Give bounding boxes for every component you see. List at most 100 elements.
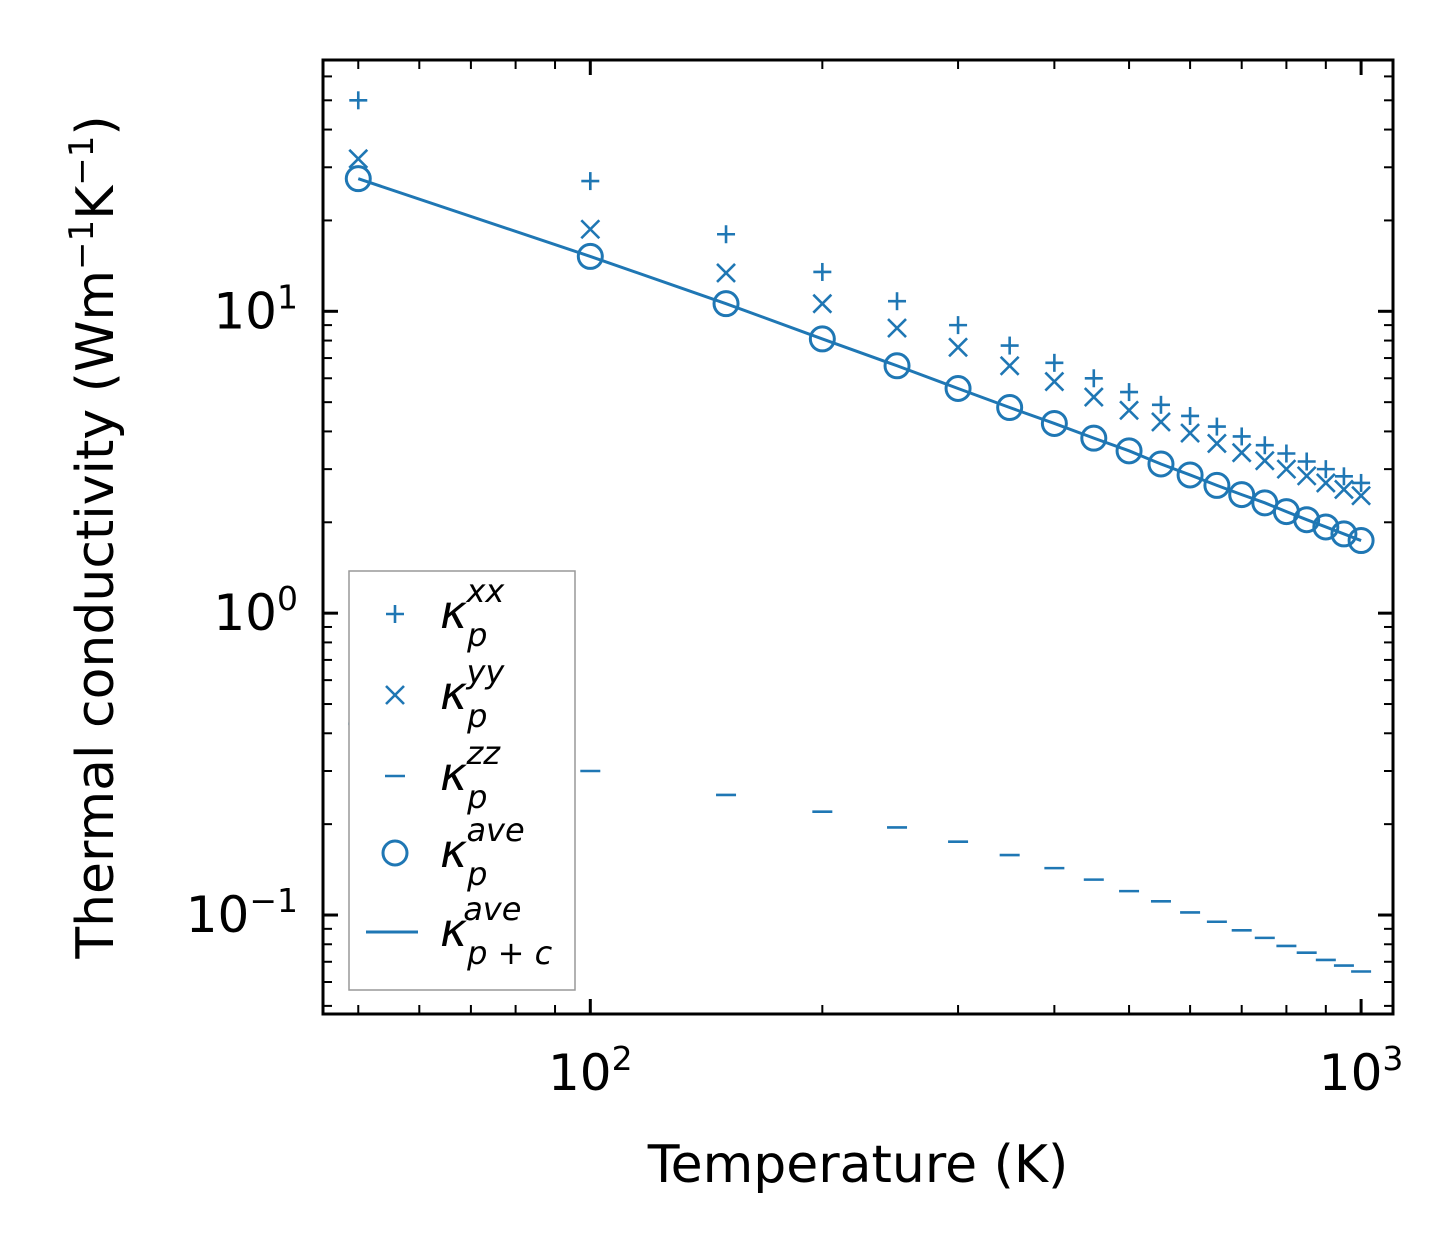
data-point — [1147, 450, 1175, 478]
legend-label-sub: p + c — [466, 934, 552, 972]
data-point — [580, 219, 601, 240]
data-point — [1228, 481, 1256, 509]
y-tick-label-base: 10 — [186, 886, 250, 944]
data-point — [1232, 427, 1251, 446]
data-point — [1334, 479, 1354, 500]
data-point — [1206, 433, 1227, 454]
x-stroke-b — [1180, 423, 1201, 443]
data-point — [948, 337, 968, 358]
data-point — [1347, 527, 1375, 555]
series-kappa_p_yy — [348, 148, 1372, 506]
legend-label-sup: zz — [465, 734, 501, 772]
x-stroke-b — [1315, 473, 1336, 493]
legend-item-kappa_p_ave: κp ave — [381, 811, 525, 893]
y-tick-label-exp: −1 — [249, 881, 298, 920]
legend-label-base: κ — [440, 824, 467, 878]
legend-label-sub: p — [466, 855, 487, 893]
x-stroke-b — [1334, 479, 1354, 500]
data-point — [348, 148, 369, 169]
data-point — [1312, 513, 1340, 541]
x-stroke-b — [999, 355, 1020, 376]
data-point — [1181, 406, 1200, 425]
x-stroke-b — [1206, 433, 1227, 454]
series-kappa_p_xx — [349, 91, 1371, 492]
x-stroke-b — [1351, 485, 1372, 506]
y-axis-label: Thermal conductivity (Wm−1K−1) — [62, 115, 126, 959]
data-point — [883, 352, 911, 380]
data-point — [1083, 387, 1104, 407]
y-tick-label: 100 — [213, 579, 298, 642]
data-layer — [344, 91, 1375, 973]
y-axis-label-exp2: −1 — [62, 136, 102, 186]
legend-item-kappa_p_zz: κp zz — [385, 734, 501, 816]
x-stroke-b — [1151, 412, 1171, 432]
legend-marker — [385, 685, 405, 705]
data-point — [1045, 353, 1064, 372]
x-stroke-b — [1231, 442, 1252, 463]
legend-label-sup: xx — [465, 572, 505, 610]
data-point — [1315, 473, 1336, 493]
data-point — [996, 394, 1024, 422]
legend-label-sub: p — [466, 616, 487, 654]
legend-label: κp + c ave — [440, 890, 553, 972]
legend-box — [348, 570, 576, 991]
legend-item-kappa_p_xx: κp xx — [386, 572, 505, 654]
x-stroke-b — [580, 219, 601, 240]
legend-label: κp yy — [440, 653, 505, 735]
x-tick-label-exp: 3 — [1382, 1039, 1403, 1078]
legend-label: κp xx — [440, 572, 505, 654]
legend-label-sup: ave — [466, 811, 524, 849]
data-point — [1203, 471, 1231, 499]
data-point — [576, 242, 604, 270]
data-point — [1044, 371, 1065, 392]
series-kappa_pc_ave — [357, 177, 1362, 542]
legend-marker — [381, 839, 409, 867]
x-stroke-b — [812, 293, 833, 314]
legend-label-base: κ — [440, 747, 467, 801]
data-point — [1351, 485, 1372, 506]
data-point — [1151, 412, 1171, 432]
data-point — [1231, 442, 1252, 463]
data-point — [1255, 436, 1274, 455]
x-stroke-b — [948, 337, 968, 358]
x-stroke-b — [1083, 387, 1104, 407]
y-tick-label-base: 10 — [213, 584, 277, 642]
legend-label-base: κ — [440, 666, 467, 720]
data-point — [1254, 450, 1275, 471]
legend-label-base: κ — [440, 903, 467, 957]
x-tick-label-base: 10 — [1319, 1044, 1383, 1102]
data-point — [581, 172, 600, 191]
legend-label-sup: yy — [465, 653, 505, 691]
data-point — [1296, 465, 1317, 486]
data-point — [1040, 409, 1068, 437]
data-point — [888, 292, 907, 311]
y-axis-label-exp1: −1 — [62, 220, 102, 270]
data-point — [716, 263, 736, 283]
data-point — [1276, 459, 1297, 480]
y-tick-label-base: 10 — [213, 282, 277, 340]
data-point — [344, 165, 372, 193]
y-tick-label-exp: 1 — [277, 277, 298, 316]
data-point — [1207, 417, 1226, 436]
y-tick-label: 101 — [213, 277, 298, 340]
x-tick-label: 102 — [548, 1039, 633, 1102]
y-axis-label-base: Thermal conductivity (Wm — [66, 270, 126, 960]
series-line — [357, 177, 1362, 542]
legend-label-base: κ — [440, 585, 467, 639]
data-point — [813, 262, 832, 281]
series-kappa_p_ave — [344, 165, 1375, 555]
data-point — [1293, 506, 1321, 534]
x-stroke-b — [887, 318, 907, 338]
data-point — [812, 293, 833, 314]
data-point — [1120, 383, 1139, 402]
plot-frame — [321, 58, 1395, 1016]
legend-item-kappa_pc_ave: κp + c ave — [366, 890, 553, 972]
data-point — [999, 355, 1020, 376]
x-stroke-b — [1276, 459, 1297, 480]
data-point — [1334, 467, 1353, 486]
x-stroke-b — [385, 685, 405, 705]
x-stroke-b — [1296, 465, 1317, 486]
